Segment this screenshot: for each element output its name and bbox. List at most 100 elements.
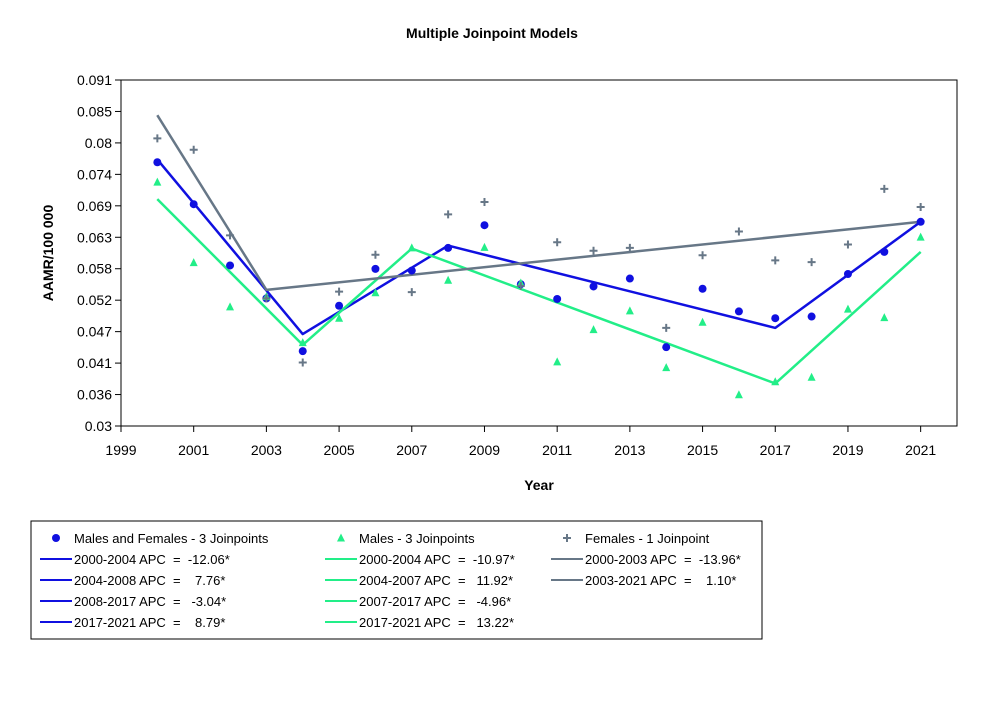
x-tick-label: 2009	[469, 442, 500, 458]
data-point	[843, 304, 852, 313]
data-point	[771, 256, 780, 265]
data-point	[153, 177, 162, 186]
data-point	[335, 301, 344, 310]
data-point	[407, 288, 416, 297]
data-point	[807, 312, 816, 321]
y-tick-label: 0.069	[77, 198, 112, 214]
x-tick-label: 2001	[178, 442, 209, 458]
data-point	[298, 347, 307, 356]
data-point	[880, 247, 889, 256]
data-point	[698, 284, 707, 293]
x-tick-label: 2011	[542, 442, 572, 458]
data-point	[734, 227, 743, 236]
legend-label: 2004-2007 APC = 11.92*	[359, 573, 513, 588]
legend-label: 2007-2017 APC = -4.96*	[359, 594, 511, 609]
data-point	[371, 264, 380, 273]
data-point	[335, 313, 344, 322]
fitted-line	[156, 198, 922, 385]
x-tick-label: 1999	[105, 442, 136, 458]
data-point	[662, 343, 671, 352]
data-point	[444, 243, 453, 252]
x-tick-label: 2003	[251, 442, 282, 458]
y-tick-label: 0.091	[77, 72, 112, 88]
data-point	[734, 390, 743, 399]
legend-label: 2017-2021 APC = 13.22*	[359, 615, 514, 630]
data-point	[807, 258, 816, 267]
data-point	[916, 232, 925, 241]
x-tick-label: 2015	[687, 442, 718, 458]
data-point	[662, 323, 671, 332]
data-point	[153, 158, 162, 167]
data-point	[625, 306, 634, 315]
data-point	[553, 357, 562, 366]
legend-box	[30, 520, 763, 640]
y-axis: 0.091 0.085 0.08 0.074 0.069 0.063 0.058 0.052 0…	[77, 72, 121, 434]
observed-points	[153, 134, 925, 399]
data-point	[916, 203, 925, 212]
data-point	[771, 377, 780, 386]
fitted-lines	[156, 114, 922, 385]
x-tick-label: 2021	[905, 442, 936, 458]
data-point	[189, 145, 198, 154]
legend-symbol	[337, 533, 345, 542]
data-point	[553, 238, 562, 247]
legend-label: 2003-2021 APC = 1.10*	[585, 573, 736, 588]
data-point	[480, 221, 489, 230]
data-point	[407, 243, 416, 252]
data-point	[662, 363, 671, 372]
legend-label: 2000-2003 APC = -13.96*	[585, 552, 741, 567]
x-tick-label: 2013	[614, 442, 645, 458]
data-point	[153, 134, 162, 143]
data-point	[843, 269, 852, 278]
chart-title: Multiple Joinpoint Models	[406, 25, 578, 41]
legend-label: 2017-2021 APC = 8.79*	[74, 615, 225, 630]
data-point	[262, 294, 271, 303]
data-point	[226, 261, 235, 270]
data-point	[553, 294, 562, 303]
data-point	[589, 246, 598, 255]
y-tick-label: 0.047	[77, 324, 112, 340]
data-point	[698, 251, 707, 260]
legend-label: Females - 1 Joinpoint	[585, 531, 710, 546]
legend-label: 2004-2008 APC = 7.76*	[74, 573, 225, 588]
data-point	[843, 240, 852, 249]
legend-symbol	[563, 534, 571, 542]
y-tick-label: 0.074	[77, 166, 112, 182]
data-point	[444, 275, 453, 284]
y-tick-label: 0.085	[77, 103, 112, 119]
data-point	[226, 302, 235, 311]
data-point	[771, 314, 780, 323]
fitted-line	[156, 158, 922, 336]
y-tick-label: 0.058	[77, 261, 112, 277]
data-point	[480, 242, 489, 251]
legend-label: 2000-2004 APC = -10.97*	[359, 552, 515, 567]
data-point	[880, 184, 889, 193]
legend-label: Males - 3 Joinpoints	[359, 531, 475, 546]
y-tick-label: 0.08	[85, 135, 112, 151]
data-point	[807, 372, 816, 381]
data-point	[880, 313, 889, 322]
data-point	[226, 231, 235, 240]
data-point	[298, 338, 307, 347]
legend-label: Males and Females - 3 Joinpoints	[74, 531, 269, 546]
legend: Males and Females - 3 Joinpoints 2000-200…	[40, 531, 741, 630]
data-point	[916, 217, 925, 226]
data-point	[625, 243, 634, 252]
y-tick-label: 0.041	[77, 355, 112, 371]
x-tick-label: 2017	[760, 442, 791, 458]
y-tick-label: 0.036	[77, 387, 112, 403]
x-tick-label: 2019	[832, 442, 863, 458]
y-tick-label: 0.052	[77, 292, 112, 308]
fitted-line	[156, 114, 921, 292]
data-point	[625, 274, 634, 283]
data-point	[516, 281, 525, 290]
plot-area	[120, 79, 958, 427]
x-axis: 1999 2001 2003 2005 2007 2009 2011 2013 2015 2017…	[105, 426, 936, 458]
data-point	[589, 325, 598, 334]
data-point	[589, 282, 598, 291]
data-point	[298, 358, 307, 367]
data-point	[480, 197, 489, 206]
x-tick-label: 2007	[396, 442, 427, 458]
data-point	[189, 200, 198, 209]
